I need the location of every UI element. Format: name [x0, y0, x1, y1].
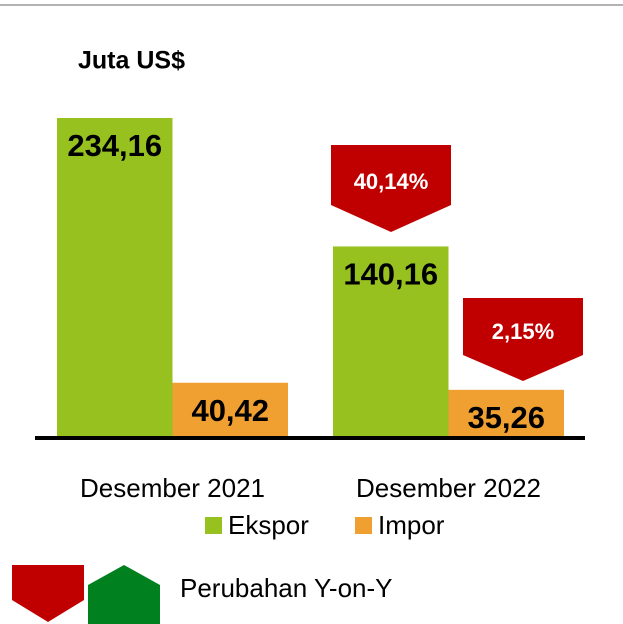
value-label: 140,16: [343, 257, 438, 292]
change-arrow-down: [463, 298, 583, 381]
legend-label: Ekspor: [228, 510, 309, 540]
legend-swatch: [355, 517, 372, 534]
x-tick-label: Desember 2021: [80, 473, 265, 503]
bar: [172, 382, 288, 438]
legend-arrow-down: [12, 565, 84, 622]
bar: [448, 389, 564, 438]
legend-swatch: [205, 517, 222, 534]
bar: [57, 118, 173, 438]
bar: [333, 246, 449, 438]
annotation: 40,14%: [354, 169, 429, 194]
value-label: 234,16: [67, 128, 162, 163]
legend-arrow-up: [88, 565, 160, 624]
x-tick-label: Desember 2022: [356, 473, 541, 503]
value-label: 35,26: [467, 400, 545, 435]
change-legend-label: Perubahan Y-on-Y: [180, 573, 393, 603]
legend-label: Impor: [378, 510, 445, 540]
value-label: 40,42: [191, 393, 269, 428]
change-arrow-down: [331, 145, 451, 232]
annotation: 2,15%: [492, 319, 554, 344]
chart-title: Juta US$: [78, 47, 185, 75]
